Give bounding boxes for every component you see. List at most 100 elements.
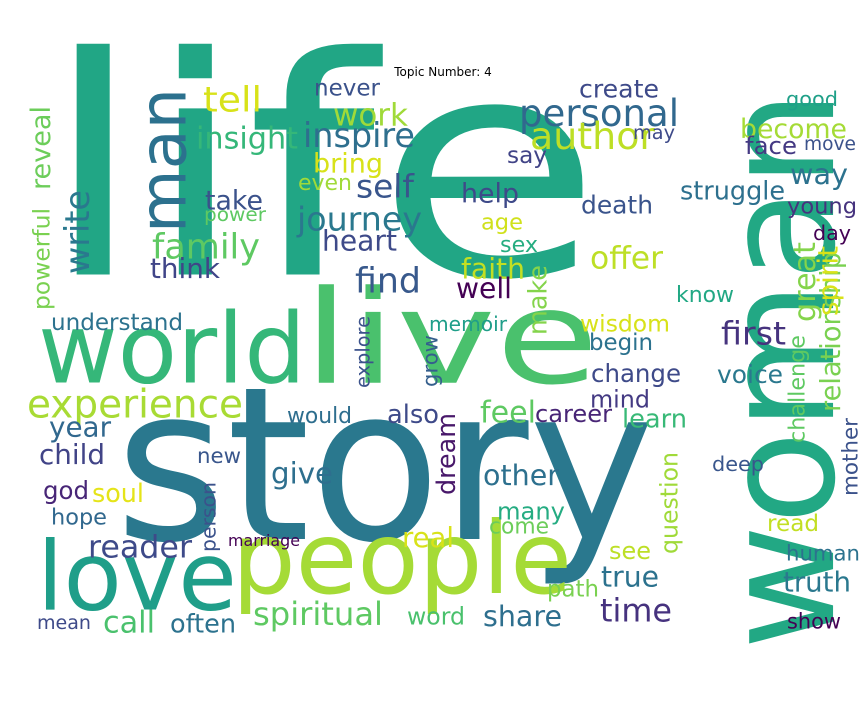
word-young: young <box>787 194 857 220</box>
word-sex: sex <box>500 232 538 258</box>
word-also: also <box>387 400 439 430</box>
figure-title: Topic Number: 4 <box>393 65 491 79</box>
word-voice: voice <box>717 360 783 389</box>
word-even: even <box>298 171 352 196</box>
word-find: find <box>355 262 421 302</box>
word-story: story <box>115 342 655 590</box>
word-people: people <box>232 500 572 617</box>
word-god: god <box>43 476 89 505</box>
word-share: share <box>483 600 562 633</box>
word-death: death <box>581 191 653 220</box>
word-make: make <box>523 265 553 335</box>
word-help: help <box>461 179 519 210</box>
word-explore: explore <box>352 316 375 388</box>
word-challenge: challenge <box>785 335 811 443</box>
word-life: life <box>42 0 602 347</box>
word-work: work <box>333 98 408 134</box>
word-begin: begin <box>589 330 653 356</box>
word-would: would <box>287 404 352 429</box>
word-woman: woman <box>692 90 864 650</box>
word-show: show <box>787 610 841 634</box>
word-offer: offer <box>590 241 663 277</box>
word-come: come <box>489 515 549 540</box>
word-relationship: relationship <box>816 252 847 412</box>
word-powerful: powerful <box>28 208 56 310</box>
word-new: new <box>197 444 241 469</box>
word-author: author <box>530 114 655 158</box>
word-age: age <box>481 210 523 236</box>
word-word: word <box>407 603 465 631</box>
word-think: think <box>150 254 220 285</box>
word-good: good <box>786 87 838 111</box>
word-journey: journey <box>296 200 422 239</box>
word-dream: dream <box>431 413 461 495</box>
word-see: see <box>609 537 651 565</box>
word-man: man <box>126 88 202 233</box>
word-personal: personal <box>519 92 679 135</box>
word-spirit: spirit <box>812 246 845 316</box>
word-faith: faith <box>461 253 525 286</box>
word-memoir: memoir <box>429 312 508 336</box>
word-read: read <box>767 511 819 537</box>
word-change: change <box>591 359 681 388</box>
word-insight: insight <box>196 121 298 156</box>
word-other: other <box>483 459 559 492</box>
word-inspire: inspire <box>303 116 415 155</box>
word-experience: experience <box>27 383 243 428</box>
word-give: give <box>271 456 333 490</box>
word-move: move <box>804 134 856 155</box>
word-mean: mean <box>37 612 91 634</box>
word-career: career <box>535 400 612 428</box>
word-reader: reader <box>88 529 192 565</box>
word-create: create <box>579 75 659 104</box>
word-soul: soul <box>92 478 144 508</box>
word-wisdom: wisdom <box>580 310 670 338</box>
word-year: year <box>49 413 112 444</box>
word-family: family <box>152 228 260 268</box>
word-well: well <box>456 272 512 305</box>
word-face: face <box>745 131 797 160</box>
word-write: write <box>58 190 97 274</box>
word-spiritual: spiritual <box>253 595 383 633</box>
word-person: person <box>197 482 221 552</box>
word-say: say <box>507 142 547 169</box>
word-know: know <box>676 283 734 308</box>
word-path: path <box>547 577 599 603</box>
word-day: day <box>813 221 851 245</box>
word-may: may <box>633 121 675 144</box>
word-often: often <box>170 610 236 640</box>
word-learn: learn <box>622 405 687 435</box>
word-marriage: marriage <box>228 531 300 550</box>
word-struggle: struggle <box>680 177 785 207</box>
word-call: call <box>103 606 155 641</box>
word-time: time <box>600 592 672 630</box>
word-question: question <box>656 452 684 554</box>
word-real: real <box>402 523 454 554</box>
word-first: first <box>721 315 786 353</box>
word-world: world <box>38 293 306 406</box>
word-human: human <box>786 542 860 567</box>
word-child: child <box>39 438 105 471</box>
word-way: way <box>790 157 848 191</box>
word-love: love <box>37 522 237 633</box>
word-many: many <box>497 498 565 526</box>
word-bring: bring <box>313 149 383 180</box>
word-true: true <box>601 561 659 594</box>
word-power: power <box>204 202 267 226</box>
word-feel: feel <box>480 396 536 431</box>
word-truth: truth <box>783 566 851 599</box>
word-heart: heart <box>322 225 397 258</box>
word-hope: hope <box>51 505 107 531</box>
word-take: take <box>205 186 263 217</box>
word-mind: mind <box>590 386 650 414</box>
word-mother: mother <box>839 418 864 496</box>
word-never: never <box>314 76 381 102</box>
word-understand: understand <box>51 310 183 336</box>
word-become: become <box>740 114 847 145</box>
word-reveal: reveal <box>26 106 57 190</box>
word-grow: grow <box>418 335 443 387</box>
word-tell: tell <box>203 79 262 120</box>
word-self: self <box>356 168 415 206</box>
